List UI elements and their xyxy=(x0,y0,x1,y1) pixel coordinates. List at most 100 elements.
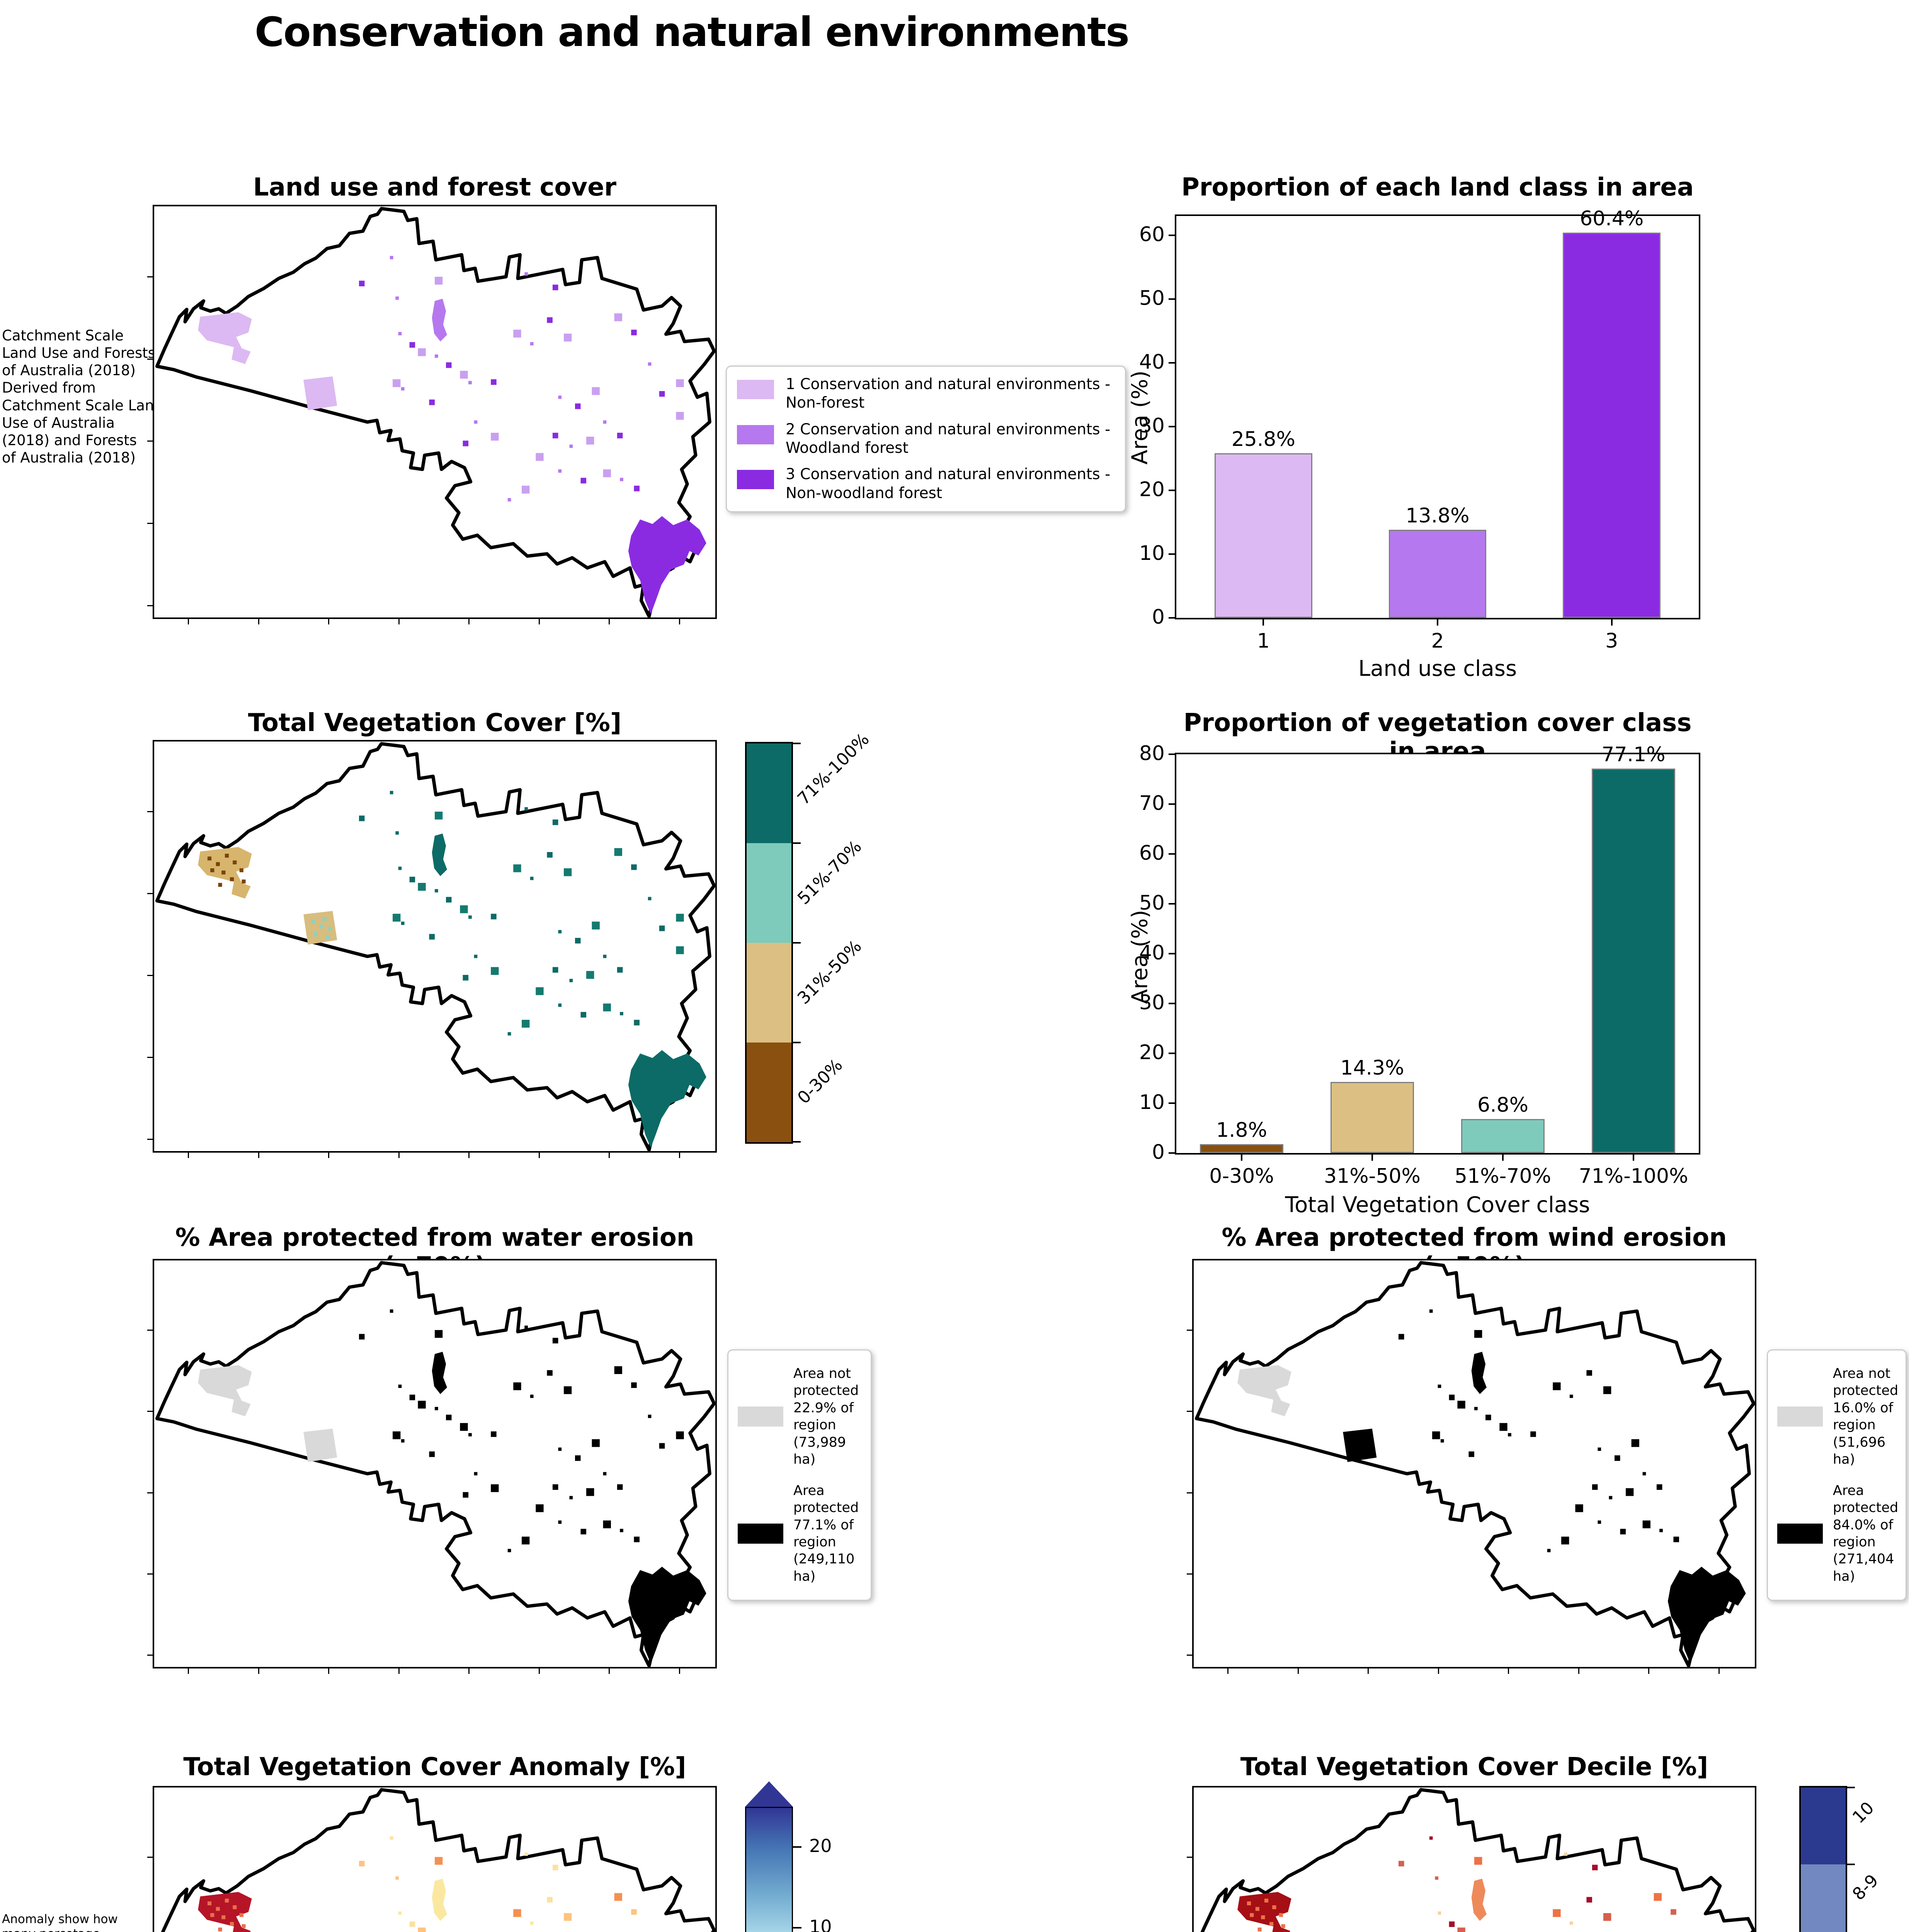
x-axis-tick xyxy=(1297,1667,1299,1674)
legend-land-use: 1 Conservation and natural environments … xyxy=(726,366,1126,513)
y-tick xyxy=(1169,853,1176,855)
x-tick-label: 71%-100% xyxy=(1579,1165,1688,1188)
x-axis-tick xyxy=(609,1151,610,1158)
legend-label: 3 Conservation and natural environments … xyxy=(786,466,1111,502)
y-axis-tick xyxy=(147,811,154,813)
x-tick-label: 1 xyxy=(1257,629,1270,653)
x-axis-tick xyxy=(258,1667,259,1674)
legend-swatch xyxy=(1777,1406,1823,1427)
y-axis-tick xyxy=(147,440,154,442)
bar-31%-50% xyxy=(1330,1082,1414,1153)
legend-swatch xyxy=(737,380,774,399)
map-patch-southeast xyxy=(1667,1566,1746,1664)
y-tick xyxy=(1169,1003,1176,1004)
x-axis-tick xyxy=(1227,1667,1229,1674)
y-tick xyxy=(1169,1152,1176,1154)
y-tick-label: 30 xyxy=(1139,414,1165,437)
map-patch-central xyxy=(1471,1878,1487,1921)
map-patch-southeast xyxy=(628,1566,706,1664)
y-tick-label: 10 xyxy=(1139,1091,1165,1114)
x-tick-label: 51%-70% xyxy=(1455,1165,1551,1188)
y-tick xyxy=(1169,903,1176,905)
colorbar-class-label: 0-30% xyxy=(793,1055,847,1108)
y-tick-label: 40 xyxy=(1139,941,1165,964)
catchment-boundary xyxy=(155,1261,715,1667)
x-axis-tick xyxy=(468,1151,470,1158)
x-axis-tick xyxy=(328,1151,330,1158)
x-axis-tick xyxy=(679,1151,680,1158)
y-tick-label: 60 xyxy=(1139,223,1165,246)
y-axis-tick xyxy=(147,1139,154,1140)
bar-71%-100% xyxy=(1591,769,1676,1153)
map-patch-northwest xyxy=(198,312,252,364)
y-tick xyxy=(1169,803,1176,805)
map-patch-square xyxy=(303,376,337,410)
legend-swatch xyxy=(737,425,774,444)
anomaly-note: Anomaly show how many percetage points e… xyxy=(2,1912,118,1932)
colorbar-tick xyxy=(793,1927,801,1929)
y-axis-tick xyxy=(147,276,154,277)
colorbar-tick xyxy=(791,1141,801,1143)
map-patch-central xyxy=(432,1878,447,1921)
x-axis-tick xyxy=(1368,1667,1369,1674)
y-tick xyxy=(1169,489,1176,491)
bar-51%-70% xyxy=(1461,1119,1545,1153)
legend-item: Area protected 84.0% of region (271,404 … xyxy=(1768,1475,1906,1592)
colorbar-segment xyxy=(747,1043,791,1142)
colorbar-veg-cover: 71%-100% 51%-70% 31%-50% 0-30% xyxy=(745,730,873,1144)
x-axis-tick xyxy=(538,617,540,624)
legend-label: Area protected 84.0% of region (271,404 … xyxy=(1833,1483,1899,1584)
x-axis-tick xyxy=(679,1667,680,1674)
legend-label: Area not protected 22.9% of region (73,9… xyxy=(793,1366,859,1468)
bar-value-label: 25.8% xyxy=(1231,428,1295,451)
map-veg-cover xyxy=(147,740,717,1158)
y-axis-tick xyxy=(147,1057,154,1058)
colorbar-segment xyxy=(747,843,791,943)
bar-0-30% xyxy=(1200,1144,1284,1153)
panel-title-veg-cover-map: Total Vegetation Cover [%] xyxy=(248,709,622,737)
colorbar-tick xyxy=(791,842,801,844)
x-axis-tick xyxy=(188,1667,189,1674)
map-patch-central xyxy=(432,299,447,342)
colorbar-tick-label: 20 xyxy=(809,1835,832,1857)
x-tick xyxy=(1633,1153,1634,1161)
map-anomaly xyxy=(147,1786,717,1932)
colorbar-class-label: 51%-70% xyxy=(793,837,866,908)
x-axis-tick xyxy=(188,1151,189,1158)
y-tick xyxy=(1169,953,1176,954)
x-tick-label: 3 xyxy=(1605,629,1618,653)
chart-land-class-plot: 0 10 20 30 40 50 60 25.8% 1 13.8% 2 60.4% 3 xyxy=(1139,207,1700,653)
map-patch-central xyxy=(432,833,447,876)
colorbar-tick xyxy=(793,1846,801,1848)
colorbar-tick-label: 10 xyxy=(809,1916,832,1932)
panel-title-wind-erosion: % Area protected from wind erosion (>50%… xyxy=(1222,1223,1727,1281)
y-tick-label: 50 xyxy=(1139,286,1165,310)
land-use-source-note: Catchment Scale Land Use and Forests of … xyxy=(2,327,163,466)
x-axis-tick xyxy=(1438,1667,1439,1674)
map-patch-northwest xyxy=(198,1365,252,1417)
page-title: Conservation and natural environments xyxy=(254,9,1130,56)
y-tick-label: 60 xyxy=(1139,842,1165,865)
x-axis-tick xyxy=(398,1667,400,1674)
colorbar-tick xyxy=(1846,1863,1855,1865)
panel-title-decile: Total Vegetation Cover Decile [%] xyxy=(1240,1753,1708,1781)
bar-value-label: 14.3% xyxy=(1340,1056,1404,1080)
bar-value-label: 60.4% xyxy=(1580,207,1644,230)
y-axis-tick xyxy=(1187,1492,1194,1493)
bar-2 xyxy=(1388,530,1487,618)
y-axis-tick xyxy=(147,1329,154,1331)
y-axis-tick xyxy=(1187,1856,1194,1858)
chart-veg-class-xlabel: Total Vegetation Cover class xyxy=(1285,1192,1590,1218)
x-axis-tick xyxy=(398,617,400,624)
bar-3 xyxy=(1563,232,1661,618)
map-patch-central xyxy=(432,1352,447,1394)
x-tick-label: 2 xyxy=(1431,629,1444,653)
y-tick-label: 0 xyxy=(1152,605,1165,629)
bar-value-label: 13.8% xyxy=(1405,504,1470,528)
catchment-boundary xyxy=(155,742,715,1151)
colorbar-segment xyxy=(747,743,791,843)
legend-label: Area protected 77.1% of region (249,110 … xyxy=(793,1483,859,1584)
map-patch-square xyxy=(1343,1429,1377,1462)
chart-veg-class-plot: 0 10 20 30 40 50 60 70 80 1.8% 0-30% 14.3% 31%-50% 6.… xyxy=(1139,742,1700,1188)
